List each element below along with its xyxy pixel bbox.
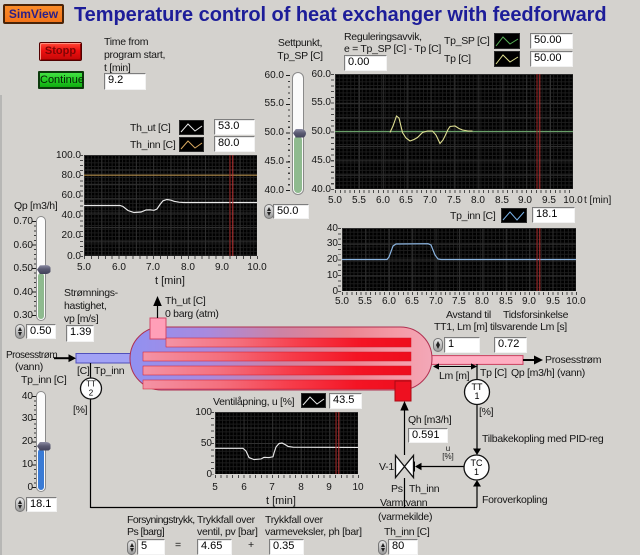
- svg-text:2: 2: [89, 389, 94, 398]
- svg-text:1: 1: [474, 391, 479, 401]
- svg-text:1: 1: [474, 467, 479, 477]
- svg-text:TC: TC: [471, 458, 483, 468]
- svg-text:TT: TT: [86, 380, 96, 389]
- svg-text:TT: TT: [472, 382, 483, 392]
